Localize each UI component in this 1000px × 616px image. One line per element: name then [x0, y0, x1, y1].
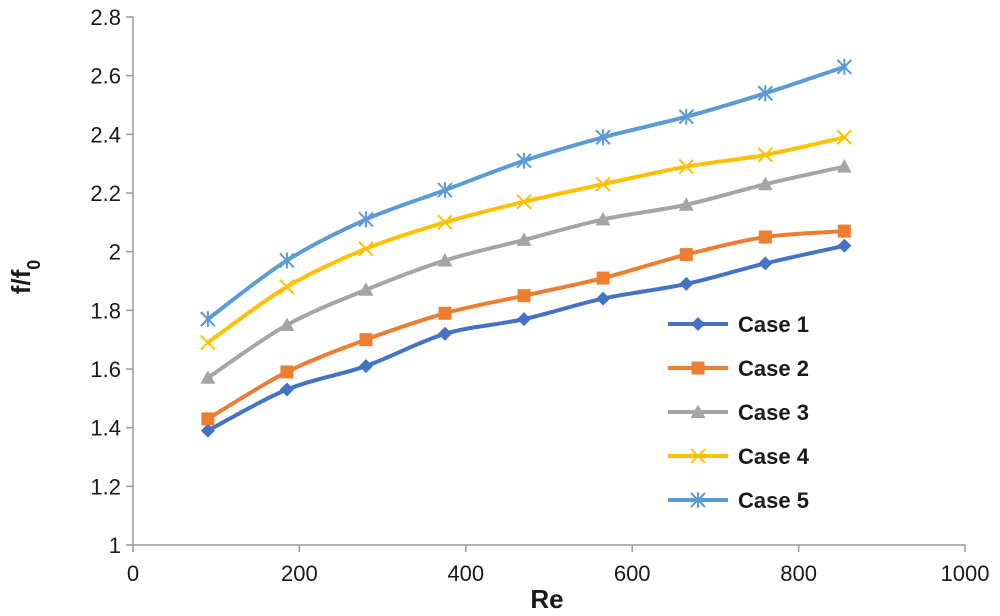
legend-marker [690, 404, 706, 418]
data-point [595, 129, 611, 146]
legend-marker [690, 448, 706, 464]
data-point [516, 194, 532, 210]
legend-item: Case 3 [668, 400, 809, 425]
data-point [438, 306, 452, 320]
y-tick-label: 1.6 [90, 357, 121, 382]
y-tick-label: 1.2 [90, 474, 121, 499]
x-tick-label: 200 [281, 561, 318, 586]
data-point [678, 108, 694, 125]
data-point [358, 211, 374, 228]
data-point [201, 412, 215, 426]
y-axis-title-main: f/f [6, 269, 36, 294]
data-point [517, 289, 531, 303]
y-tick-label: 2.8 [90, 5, 121, 30]
data-point [517, 312, 532, 327]
data-point [758, 256, 773, 271]
y-tick-label: 1.4 [90, 416, 121, 441]
x-tick-label: 400 [447, 561, 484, 586]
legend-marker [691, 361, 705, 375]
series-line [205, 164, 847, 380]
data-point [595, 211, 611, 226]
data-point [437, 182, 453, 199]
data-point [837, 238, 852, 253]
y-axis-ticks: 1 1.2 1.4 1.6 1.8 2 2.2 2.4 2.6 2.8 [90, 5, 133, 558]
y-tick-label: 1 [109, 533, 121, 558]
data-point [836, 159, 852, 173]
legend-item: Case 5 [668, 488, 809, 513]
y-tick-label: 2 [109, 240, 121, 265]
data-point [596, 271, 610, 285]
y-axis-title-subscript: 0 [24, 260, 44, 270]
y-tick-label: 2.4 [90, 122, 121, 147]
series-case-2 [201, 224, 851, 426]
data-point [837, 224, 851, 238]
data-point [757, 85, 774, 102]
data-point [359, 333, 373, 347]
data-point [757, 147, 774, 163]
legend-label: Case 2 [738, 356, 809, 381]
data-point [836, 129, 853, 145]
legend-label: Case 1 [738, 312, 809, 337]
data-point [516, 232, 532, 246]
legend-marker [690, 492, 706, 508]
data-point [836, 58, 853, 75]
y-tick-label: 2.6 [90, 64, 121, 89]
legend-label: Case 3 [738, 400, 809, 425]
data-point [358, 359, 373, 374]
series-case-1 [200, 238, 852, 438]
data-point [679, 248, 693, 262]
data-point [279, 279, 295, 295]
data-point [437, 252, 453, 267]
x-tick-label: 600 [614, 561, 651, 586]
data-point [679, 276, 694, 291]
data-point [200, 370, 216, 384]
data-point [678, 158, 694, 175]
series-case-5 [200, 58, 853, 328]
legend-marker [691, 317, 705, 331]
data-point [437, 214, 453, 231]
x-tick-label: 1000 [941, 561, 990, 586]
legend-item: Case 4 [668, 444, 810, 469]
axes [132, 17, 965, 546]
x-tick-label: 800 [780, 561, 817, 586]
data-point [200, 311, 216, 328]
series-layer [200, 58, 853, 438]
x-axis-ticks: 0 200 400 600 800 1000 [127, 545, 990, 586]
y-axis-title: f/f0 [6, 260, 44, 295]
data-point [438, 326, 452, 341]
series-case-3 [200, 159, 852, 384]
data-point [200, 423, 215, 438]
data-point [279, 382, 294, 397]
data-point [279, 317, 295, 331]
legend-item: Case 2 [668, 356, 809, 381]
x-tick-label: 0 [127, 561, 139, 586]
series-line [205, 64, 847, 322]
data-point [757, 176, 773, 191]
data-point [358, 282, 374, 296]
legend-label: Case 4 [738, 444, 810, 469]
data-point [596, 291, 611, 306]
legend-label: Case 5 [738, 488, 809, 513]
legend-item: Case 1 [668, 312, 809, 337]
data-point [280, 365, 294, 379]
y-tick-label: 1.8 [90, 298, 121, 323]
data-point [516, 152, 532, 169]
data-point [758, 230, 772, 244]
data-point [200, 334, 216, 351]
data-point [358, 241, 374, 257]
data-point [678, 197, 694, 211]
series-case-4 [200, 129, 853, 351]
data-point [595, 176, 611, 192]
data-point [279, 252, 295, 269]
x-axis-title: Re [530, 584, 563, 614]
y-tick-label: 2.2 [90, 181, 121, 206]
legend: Case 1 Case 2 Case 3 Case 4 Case 5 [668, 312, 810, 513]
